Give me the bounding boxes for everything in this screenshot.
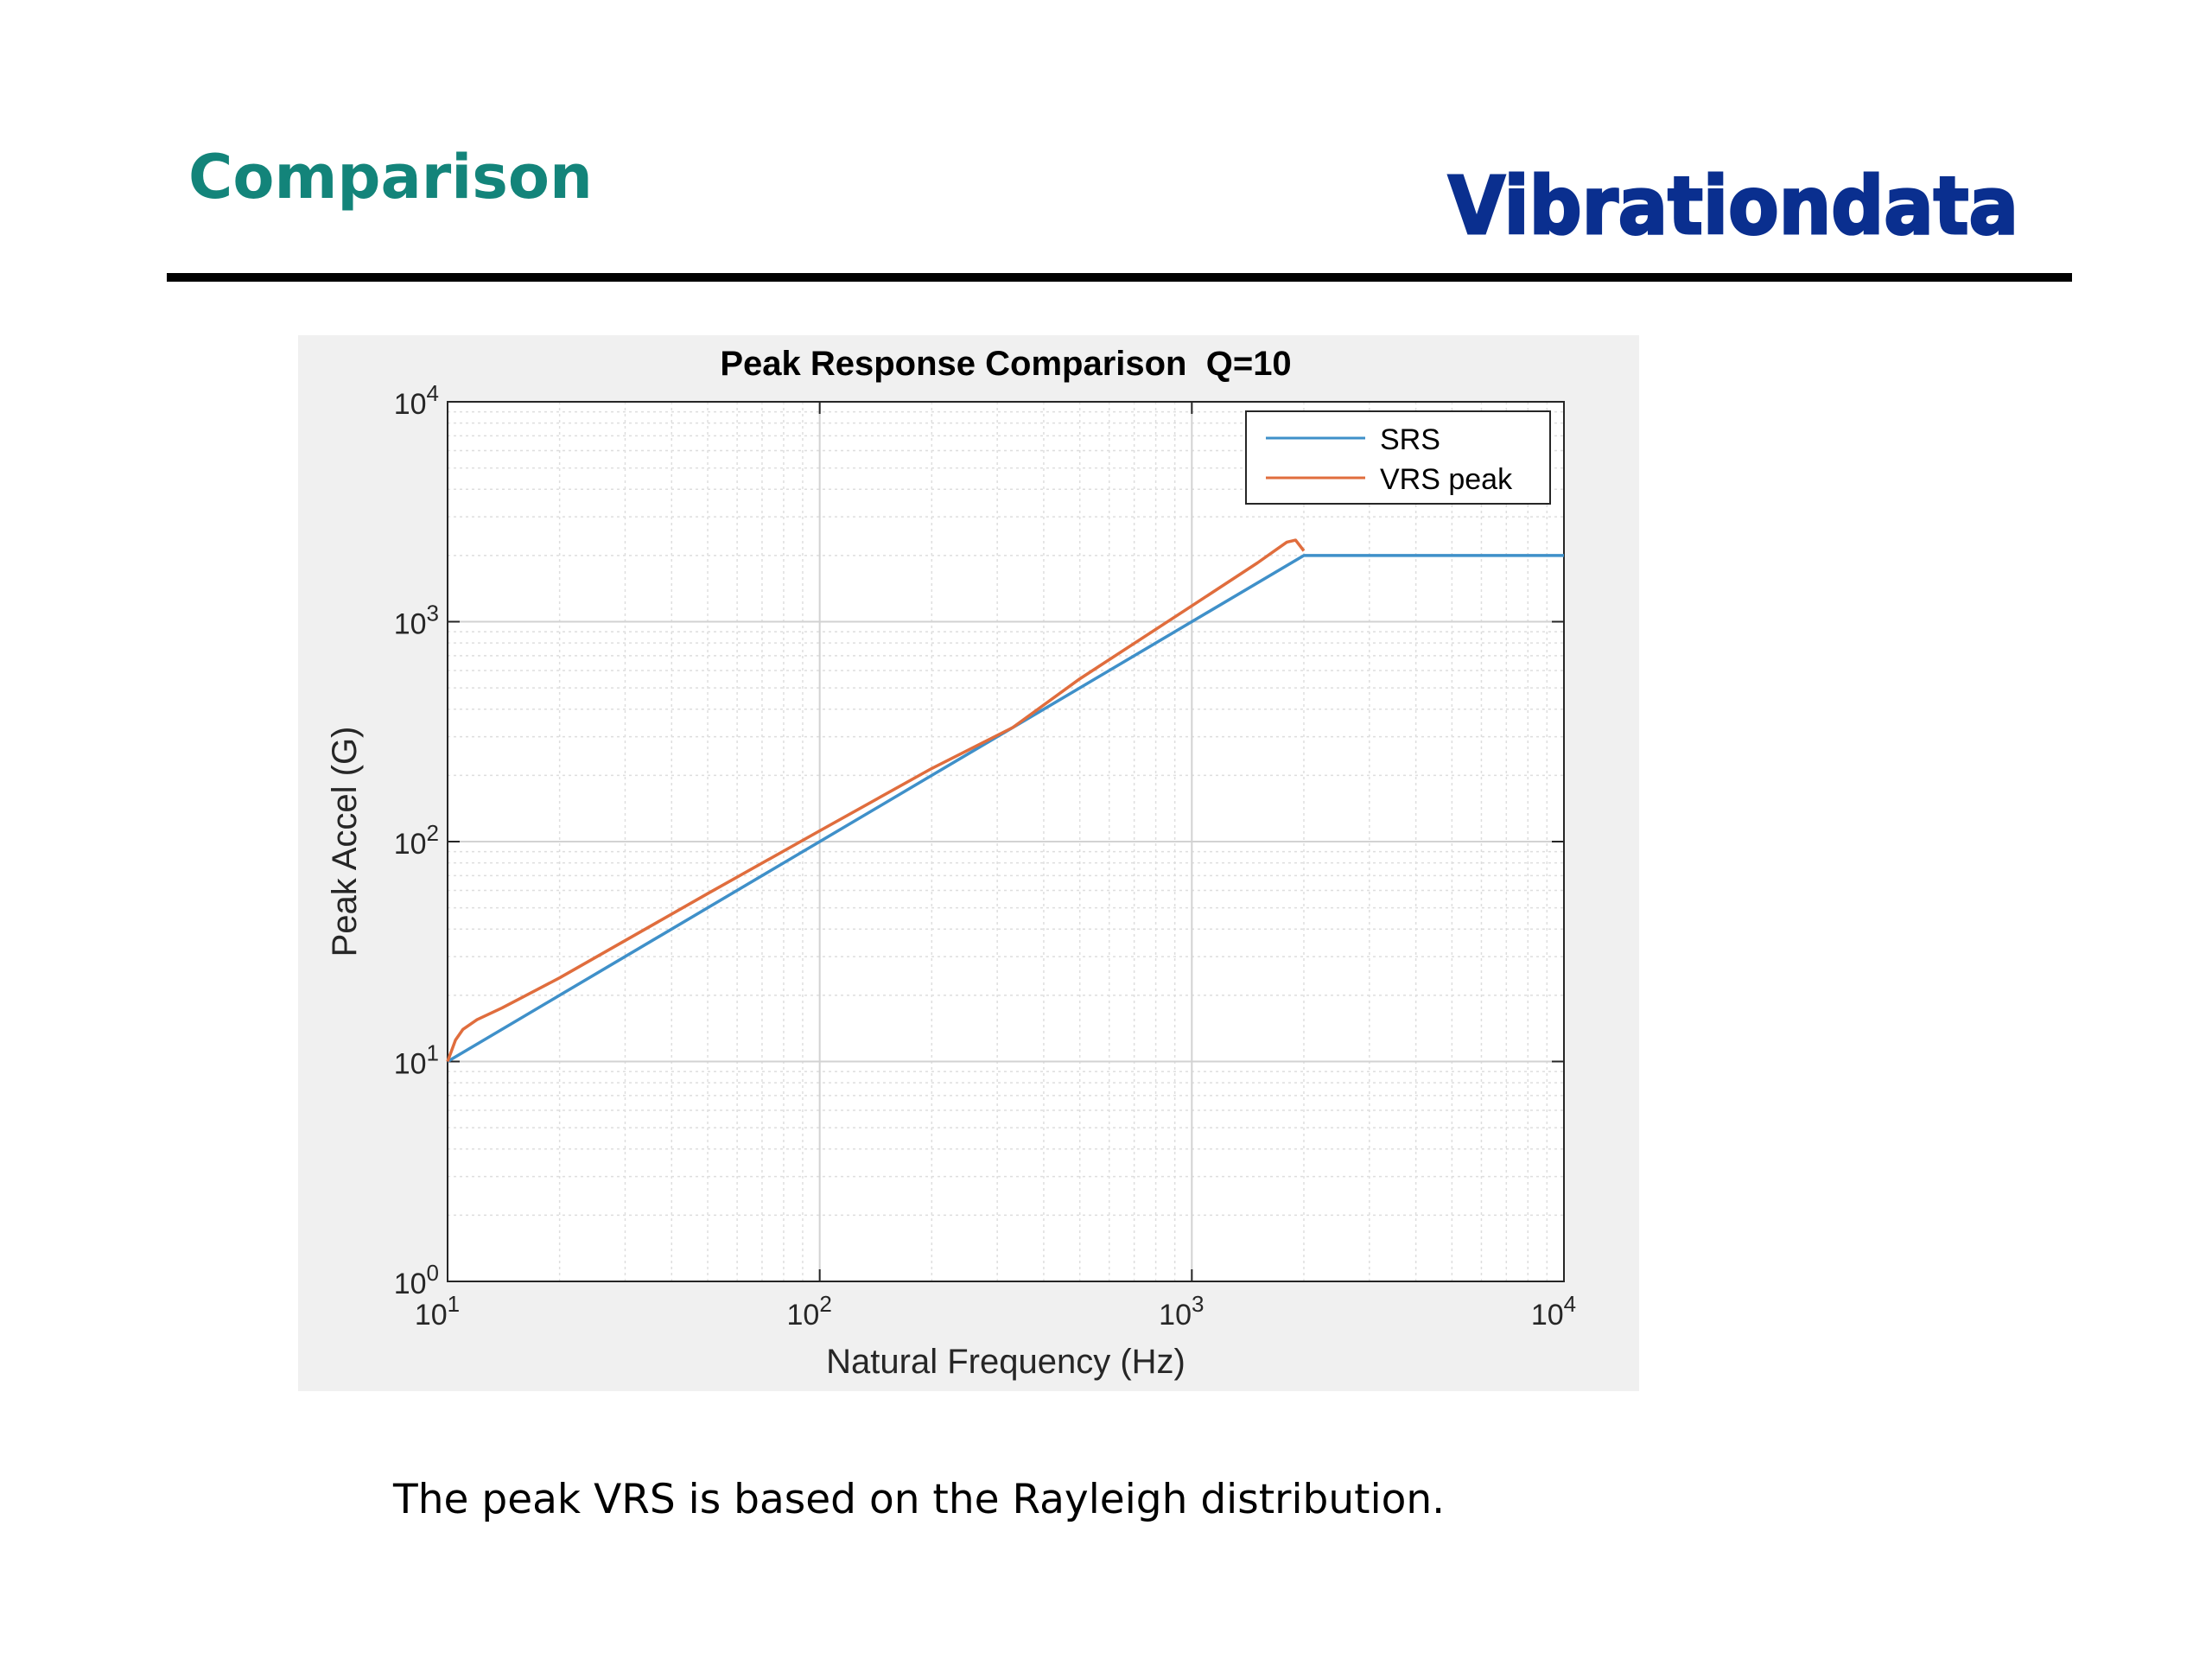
series-line-vrs-peak: [446, 538, 1306, 1063]
slide-caption: The peak VRS is based on the Rayleigh di…: [393, 1476, 1446, 1523]
y-tick-label: 101: [394, 1040, 439, 1081]
y-tick-label: 104: [394, 380, 439, 421]
legend-label-vrs-peak: VRS peak: [1380, 463, 1513, 496]
y-tick-label: 103: [394, 601, 439, 641]
slide-title: Comparison: [188, 142, 593, 213]
legend-label-srs: SRS: [1380, 423, 1440, 456]
chart-title: Peak Response Comparison Q=10: [720, 345, 1291, 383]
y-axis-label: Peak Accel (G): [326, 727, 364, 957]
y-tick-label: 102: [394, 820, 439, 861]
x-tick-label: 101: [415, 1291, 460, 1332]
series-lines: [446, 538, 1564, 1064]
legend-box: [1245, 410, 1551, 505]
title-divider: [167, 273, 2072, 282]
y-tick-label: 100: [394, 1260, 439, 1300]
x-tick-label: 103: [1159, 1291, 1204, 1332]
x-tick-label: 104: [1531, 1291, 1576, 1332]
x-tick-label: 102: [787, 1291, 832, 1332]
legend: SRS VRS peak: [1245, 410, 1551, 505]
brand-logo-text: Vibrationdata: [1448, 160, 2018, 252]
chart-figure: 101 102 103 104 100 101 102 103 104 Peak Respons…: [298, 335, 1639, 1391]
brand-logo: Vibrationdata: [1447, 159, 2020, 254]
x-axis-label: Natural Frequency (Hz): [826, 1343, 1185, 1381]
